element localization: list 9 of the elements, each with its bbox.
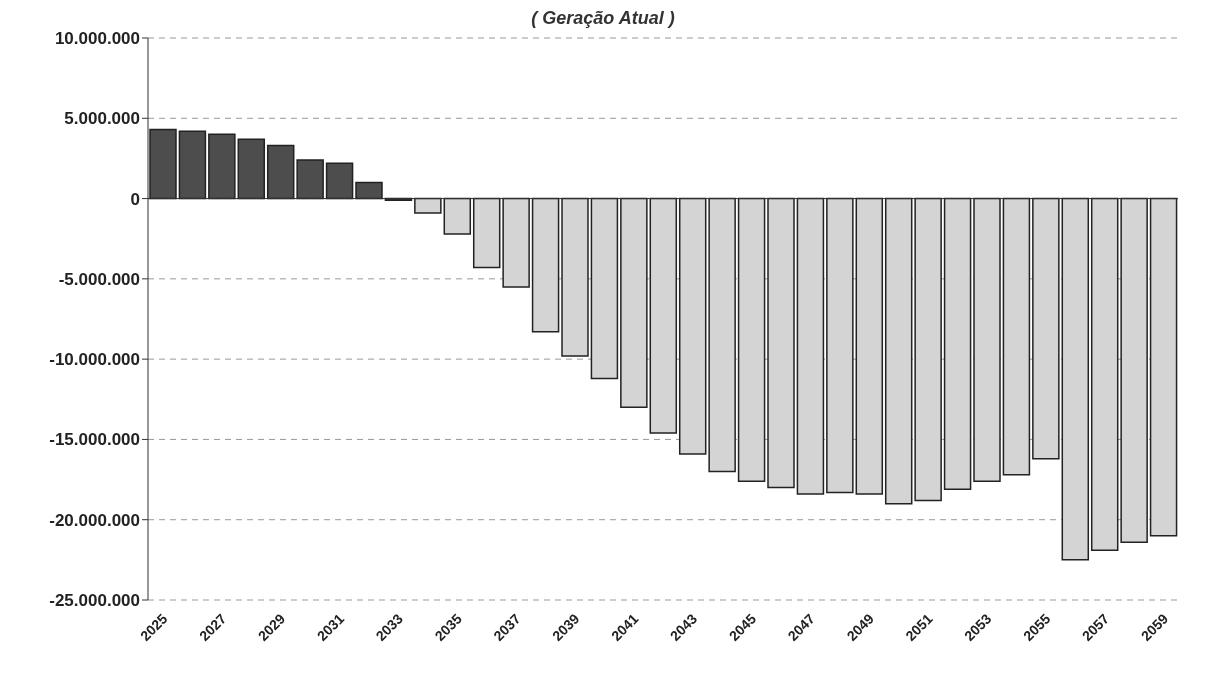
y-tick-label: -10.000.000 — [49, 350, 140, 370]
y-tick-label: -5.000.000 — [58, 269, 140, 289]
y-tick-label: -20.000.000 — [49, 510, 140, 530]
y-tick-label: 10.000.000 — [54, 29, 140, 49]
y-tick-label: -15.000.000 — [49, 430, 140, 450]
chart-title: ( Geração Atual ) — [530, 8, 676, 30]
y-tick-label: 5.000.000 — [64, 109, 140, 129]
y-tick-label: 0 — [130, 189, 140, 209]
y-tick-label: -25.000.000 — [49, 591, 140, 611]
